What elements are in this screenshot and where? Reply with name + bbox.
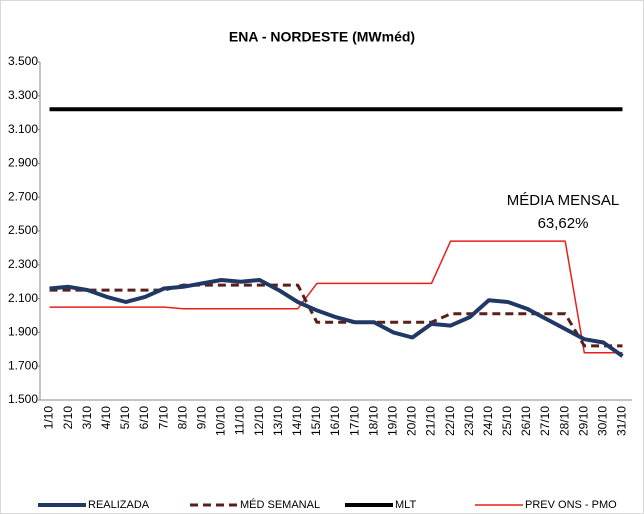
y-tick-label: 2.300 [8, 257, 38, 271]
x-tick-label: 12/10 [252, 406, 266, 436]
series-line [49, 278, 624, 358]
x-tick-label: 15/10 [309, 406, 323, 436]
x-tick-label: 10/10 [214, 406, 228, 436]
x-tick-label: 30/10 [596, 406, 610, 436]
y-tick-label: 1.700 [8, 358, 38, 372]
x-tick-label: 3/10 [80, 406, 94, 430]
legend-label: REALIZADA [88, 499, 150, 511]
x-tick-label: 17/10 [347, 406, 361, 436]
legend-label: PREV ONS - PMO [525, 499, 617, 511]
x-tick-label: 8/10 [175, 406, 189, 430]
y-tick-label: 3.300 [8, 88, 38, 102]
x-tick-label: 19/10 [385, 406, 399, 436]
series-line [49, 283, 623, 348]
y-tick-label: 3.500 [8, 54, 38, 68]
x-tick-label: 4/10 [99, 406, 113, 430]
x-tick-label: 5/10 [118, 406, 132, 430]
annotation: 63,62% [538, 215, 589, 232]
legend-label: MÉD SEMANAL [240, 498, 320, 511]
series-line [49, 240, 623, 354]
x-tick-label: 6/10 [137, 406, 151, 430]
chart-title: ENA - NORDESTE (MWméd) [229, 29, 415, 45]
x-tick-label: 26/10 [519, 406, 533, 436]
y-tick-label: 3.100 [8, 122, 38, 136]
x-tick-label: 27/10 [538, 406, 552, 436]
x-tick-label: 22/10 [443, 406, 457, 436]
x-tick-label: 18/10 [366, 406, 380, 436]
x-tick-label: 28/10 [557, 406, 571, 436]
y-tick-label: 2.500 [8, 223, 38, 237]
x-tick-label: 29/10 [576, 406, 590, 436]
x-tick-label: 1/10 [42, 406, 56, 430]
legend-label: MLT [395, 499, 416, 511]
x-tick-label: 14/10 [290, 406, 304, 436]
x-tick-label: 9/10 [194, 406, 208, 430]
x-tick-label: 31/10 [615, 406, 629, 436]
x-tick-label: 20/10 [405, 406, 419, 436]
x-tick-label: 25/10 [500, 406, 514, 436]
annotation: MÉDIA MENSAL [507, 192, 620, 209]
x-tick-label: 16/10 [328, 406, 342, 436]
y-tick-label: 2.700 [8, 189, 38, 203]
y-tick-label: 2.100 [8, 291, 38, 305]
y-tick-label: 1.500 [8, 392, 38, 406]
x-tick-label: 21/10 [424, 406, 438, 436]
x-tick-label: 13/10 [271, 406, 285, 436]
y-tick-label: 1.900 [8, 325, 38, 339]
x-tick-label: 2/10 [61, 406, 75, 430]
x-tick-label: 23/10 [462, 406, 476, 436]
y-tick-label: 2.900 [8, 156, 38, 170]
x-tick-label: 7/10 [156, 406, 170, 430]
x-tick-label: 11/10 [233, 406, 247, 435]
x-tick-label: 24/10 [481, 406, 495, 436]
